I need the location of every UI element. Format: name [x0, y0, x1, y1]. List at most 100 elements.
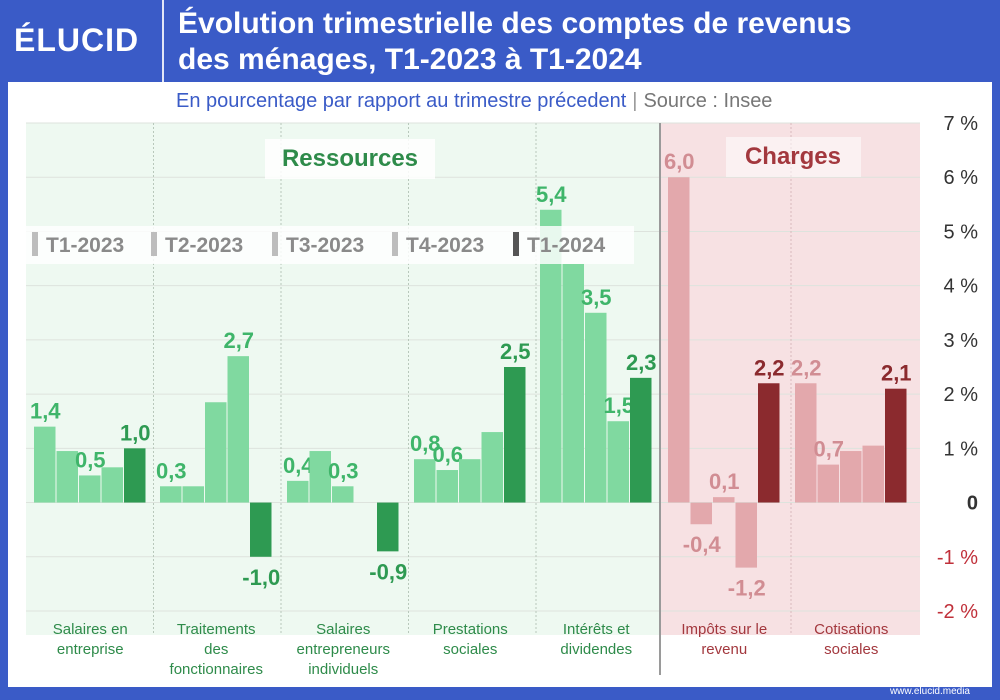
category-label: sociales [443, 641, 497, 658]
bar-5 [124, 448, 146, 503]
charges-label-box [726, 137, 861, 177]
legend-swatch [392, 232, 398, 256]
legend-label: T3-2023 [286, 234, 364, 257]
elucid-logo: ÉLUCID [14, 22, 140, 58]
bar-4 [862, 445, 884, 503]
y-tick-label: 5 % [944, 221, 979, 243]
y-tick-label: -2 % [937, 601, 978, 623]
y-tick-label: 0 [967, 493, 978, 515]
bar-3 [332, 486, 354, 503]
bar-3 [713, 497, 735, 503]
subtitle-separator: | [632, 90, 638, 112]
legend-label: T4-2023 [406, 234, 484, 257]
data-label: 0,3 [156, 458, 187, 483]
data-label: 2,5 [500, 339, 531, 364]
category-label: fonctionnaires [170, 661, 263, 678]
y-tick-label: 2 % [944, 384, 979, 406]
bar-1 [795, 383, 817, 503]
bar-4 [101, 467, 123, 503]
category-label: revenu [701, 641, 747, 658]
legend-swatch [513, 232, 519, 256]
data-label: 0,1 [709, 469, 740, 494]
category-label: Salaires [316, 621, 370, 638]
category-label: individuels [308, 661, 378, 678]
data-label: 2,7 [223, 328, 254, 353]
bar-4 [481, 432, 503, 503]
bar-5 [377, 502, 399, 552]
legend-label: T1-2023 [46, 234, 124, 257]
bar-3 [840, 451, 862, 503]
bar-2 [562, 263, 584, 503]
bar-1 [540, 209, 562, 503]
data-label: 1,0 [120, 420, 151, 445]
category-label: sociales [824, 641, 878, 658]
ressources-section-label: Ressources [282, 145, 418, 172]
data-label: 1,5 [603, 393, 634, 418]
data-label: 0,4 [283, 453, 314, 478]
data-label: 2,2 [754, 355, 785, 380]
bar-3 [79, 475, 101, 503]
category-label: des [204, 641, 228, 658]
bar-2 [309, 451, 331, 503]
bar-2 [817, 464, 839, 503]
data-label: -0,4 [683, 532, 722, 557]
header-divider [162, 0, 164, 82]
legend-label: T1-2024 [527, 234, 606, 257]
bar-3 [585, 312, 607, 503]
subtitle-text: En pourcentage par rapport au trimestre … [176, 90, 627, 112]
bar-2 [690, 502, 712, 525]
charges-background [660, 123, 920, 635]
bar-5 [250, 502, 272, 557]
charges-section-label: Charges [745, 143, 841, 170]
chart-title: Évolution trimestrielle des comptes de r… [178, 6, 978, 78]
bar-1 [414, 459, 436, 503]
category-label: Traitements [177, 621, 256, 638]
category-label: Prestations [433, 621, 508, 638]
footer-url: www.elucid.media [889, 686, 970, 697]
legend-box [26, 226, 634, 264]
chart-title-line1: Évolution trimestrielle des comptes de r… [178, 7, 852, 40]
bar-3 [205, 402, 227, 503]
data-label: 3,5 [581, 285, 612, 310]
data-label: 0,6 [432, 442, 463, 467]
category-label: Cotisations [814, 621, 888, 638]
data-label: 5,4 [536, 182, 567, 207]
ressources-label-box [265, 139, 435, 179]
bar-4 [227, 356, 249, 503]
bar-5 [758, 383, 780, 503]
chart-title-line2: des ménages, T1-2023 à T1-2024 [178, 43, 642, 76]
bar-3 [459, 459, 481, 503]
y-tick-label: 7 % [944, 113, 979, 135]
bar-1 [287, 480, 309, 503]
legend-swatch [32, 232, 38, 256]
data-label: -1,0 [242, 565, 280, 590]
data-label: 2,1 [881, 361, 912, 386]
data-label: 1,4 [30, 399, 61, 424]
data-label: -1,2 [728, 576, 766, 601]
header-bar: ÉLUCID Évolution trimestrielle des compt… [0, 0, 1000, 82]
bar-5 [630, 377, 652, 503]
category-label: dividendes [560, 641, 632, 658]
bar-2 [182, 486, 204, 503]
y-tick-label: -1 % [937, 547, 978, 569]
data-label: 2,3 [626, 350, 657, 375]
legend-swatch [272, 232, 278, 256]
legend-swatch [151, 232, 157, 256]
bar-1 [34, 426, 56, 503]
bar-1 [160, 486, 182, 503]
y-tick-label: 4 % [944, 276, 979, 298]
data-label: 0,3 [328, 458, 359, 483]
y-tick-label: 3 % [944, 330, 979, 352]
bar-4 [607, 421, 629, 503]
category-label: Intérêts et [563, 621, 631, 638]
bar-2 [436, 470, 458, 503]
category-label: Salaires en [53, 621, 128, 638]
category-label: Impôts sur le [681, 621, 767, 638]
data-label: -0,9 [369, 559, 407, 584]
data-label: 0,7 [813, 437, 844, 462]
legend-label: T2-2023 [165, 234, 243, 257]
data-label: 0,8 [410, 431, 441, 456]
y-tick-label: 6 % [944, 167, 979, 189]
